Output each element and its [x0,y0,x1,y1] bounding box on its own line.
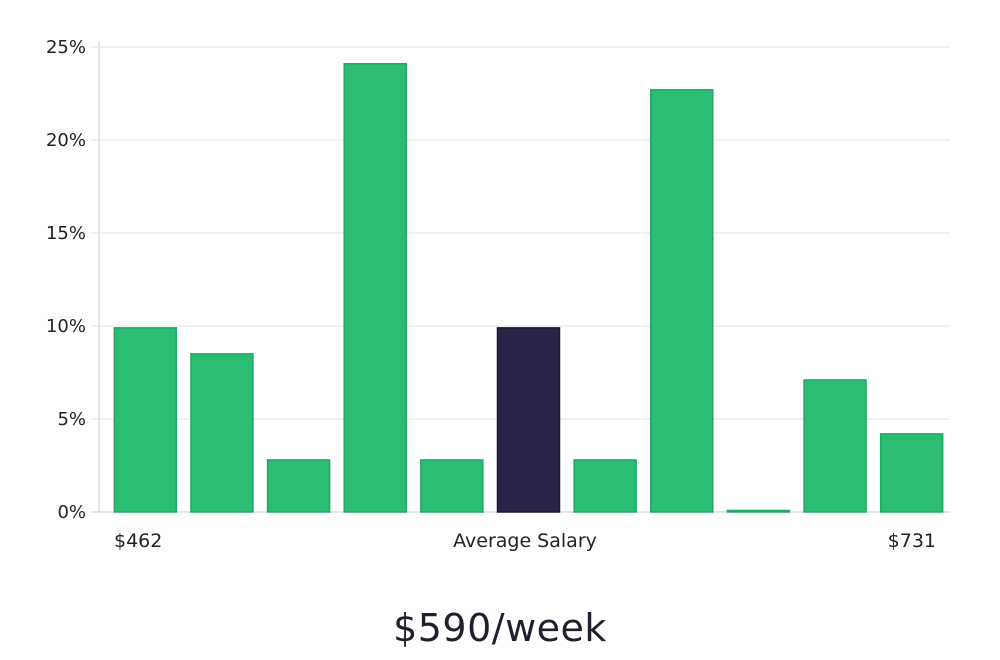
bar [190,353,254,513]
y-tick-label: 0% [57,502,86,523]
bar [266,459,331,513]
y-tick-label: 5% [57,409,86,430]
bar [726,509,791,513]
y-tick-label: 20% [46,130,86,151]
bar [650,89,714,513]
y-tick-label: 15% [46,223,86,244]
y-tick-label: 10% [46,316,86,337]
bar [420,459,484,513]
bar [573,459,637,513]
x-max-label: $731 [888,530,936,552]
x-center-label: Average Salary [453,530,597,552]
average-salary-headline: $590/week [393,606,607,650]
y-axis-ticks: 0% 5% 10% 15% 20% 25% [46,37,86,523]
x-min-label: $462 [114,530,162,552]
y-tick-label: 25% [46,37,86,58]
bar [113,327,178,513]
bars-layer [113,62,944,513]
bar [343,62,407,513]
salary-distribution-chart: 0% 5% 10% 15% 20% 25% $462 Average Salary $73… [46,37,950,552]
bar-highlighted [496,327,561,513]
bar [803,379,867,513]
bar [879,433,944,513]
